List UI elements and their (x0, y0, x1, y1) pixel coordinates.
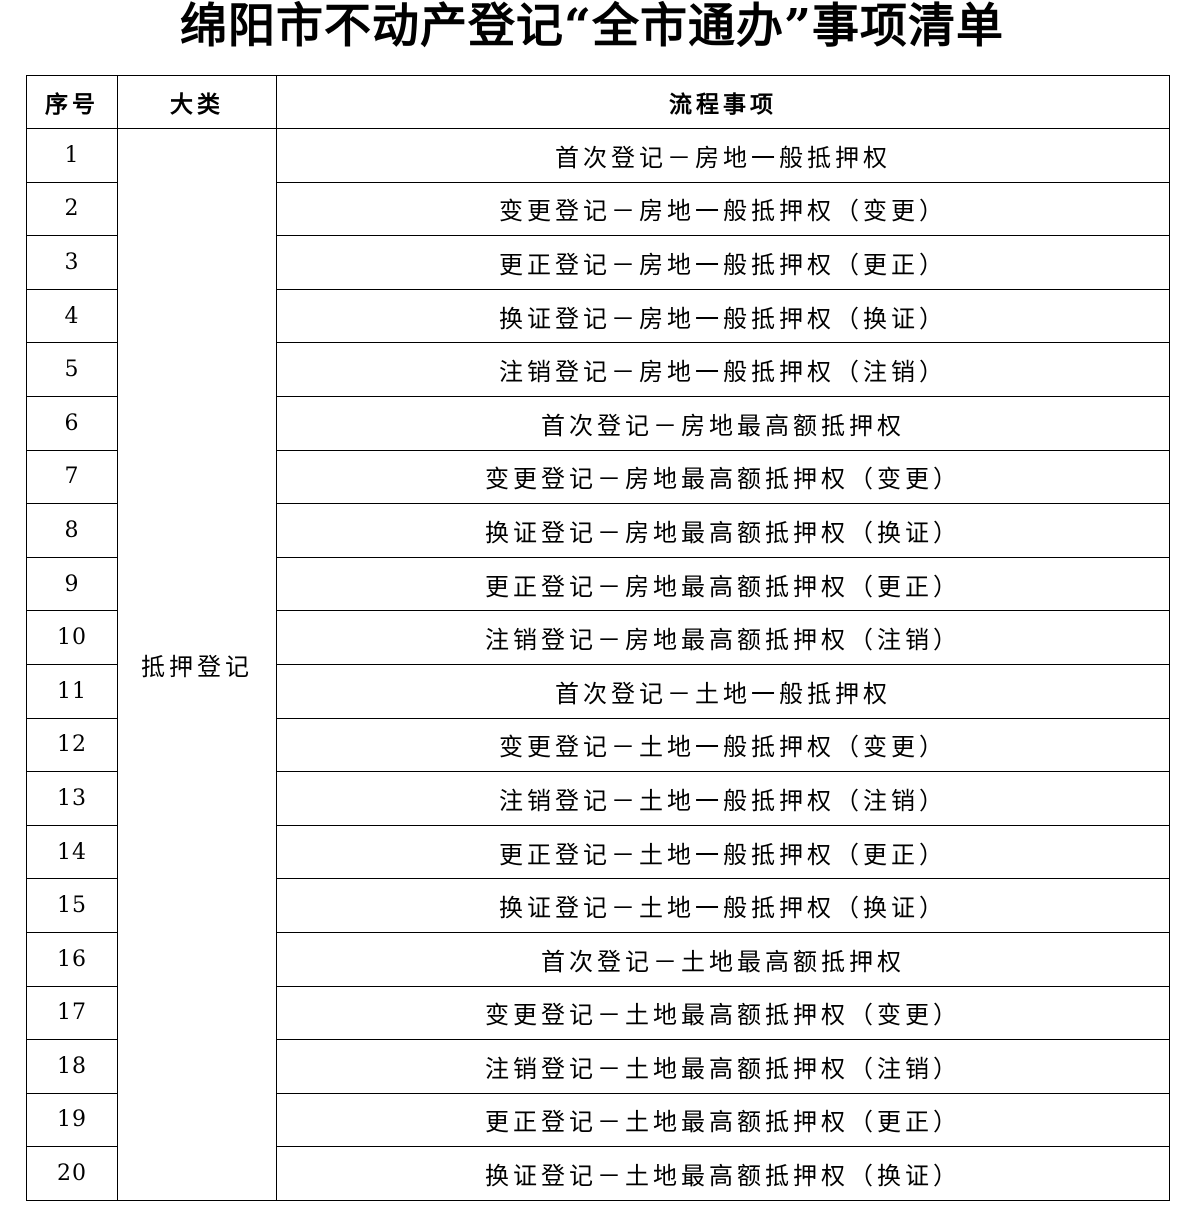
row-item: 变更登记－房地一般抵押权（变更） (276, 181, 1170, 237)
page-title: 绵阳市不动产登记“全市通办”事项清单 (179, 0, 1005, 54)
row-item: 首次登记－房地最高额抵押权 (276, 395, 1170, 451)
row-item: 首次登记－土地一般抵押权 (276, 663, 1170, 719)
row-number: 1 (26, 128, 118, 183)
table-row: 19 更正登记－土地最高额抵押权（更正） (26, 1092, 1170, 1148)
row-number: 16 (26, 931, 118, 987)
row-number: 18 (26, 1039, 118, 1094)
row-number: 9 (26, 556, 118, 612)
table-row: 1 抵押登记 首次登记－房地一般抵押权 (26, 128, 1170, 1201)
row-item: 注销登记－房地一般抵押权（注销） (276, 342, 1170, 397)
row-item: 换证登记－房地一般抵押权（换证） (276, 288, 1170, 344)
row-number: 2 (26, 181, 118, 237)
row-number: 7 (26, 449, 118, 505)
row-number: 8 (26, 503, 118, 558)
table-row: 2 变更登记－房地一般抵押权（变更） (26, 181, 1170, 237)
row-item: 更正登记－土地一般抵押权（更正） (276, 824, 1170, 880)
row-item: 变更登记－土地一般抵押权（变更） (276, 717, 1170, 773)
row-number: 19 (26, 1092, 118, 1148)
row-item: 注销登记－土地一般抵押权（注销） (276, 771, 1170, 826)
table-row: 8 换证登记－房地最高额抵押权（换证） (26, 503, 1170, 558)
row-item: 换证登记－房地最高额抵押权（换证） (276, 503, 1170, 558)
table-row: 9 更正登记－房地最高额抵押权（更正） (26, 556, 1170, 612)
row-item: 更正登记－土地最高额抵押权（更正） (276, 1092, 1170, 1148)
row-number: 15 (26, 878, 118, 933)
table-row: 20 换证登记－土地最高额抵押权（换证） (26, 1146, 1170, 1201)
table-row: 17 变更登记－土地最高额抵押权（变更） (26, 985, 1170, 1041)
row-item: 首次登记－土地最高额抵押权 (276, 931, 1170, 987)
row-number: 13 (26, 771, 118, 826)
table-row: 15 换证登记－土地一般抵押权（换证） (26, 878, 1170, 933)
header-row: 序号 大类 流程事项 (26, 75, 1170, 129)
table-row: 11 首次登记－土地一般抵押权 (26, 663, 1170, 719)
row-number: 3 (26, 235, 118, 290)
table-row: 16 首次登记－土地最高额抵押权 (26, 931, 1170, 987)
row-number: 10 (26, 610, 118, 665)
row-item: 换证登记－土地一般抵押权（换证） (276, 878, 1170, 933)
header-item: 流程事项 (276, 75, 1170, 129)
row-item: 首次登记－房地一般抵押权 (276, 128, 1170, 183)
items-table: 序号 大类 流程事项 1 抵押登记 首次登记－房地一般抵押权 2 变更登记－房地一般抵押… (26, 75, 1170, 1201)
table-row: 3 更正登记－房地一般抵押权（更正） (26, 235, 1170, 290)
row-item: 注销登记－土地最高额抵押权（注销） (276, 1039, 1170, 1094)
row-item: 更正登记－房地一般抵押权（更正） (276, 235, 1170, 290)
row-item: 变更登记－土地最高额抵押权（变更） (276, 985, 1170, 1041)
table-row: 12 变更登记－土地一般抵押权（变更） (26, 717, 1170, 773)
table-row: 7 变更登记－房地最高额抵押权（变更） (26, 449, 1170, 505)
row-item: 换证登记－土地最高额抵押权（换证） (276, 1146, 1170, 1201)
row-number: 14 (26, 824, 118, 880)
table-row: 14 更正登记－土地一般抵押权（更正） (26, 824, 1170, 880)
table-row: 13 注销登记－土地一般抵押权（注销） (26, 771, 1170, 826)
row-item: 注销登记－房地最高额抵押权（注销） (276, 610, 1170, 665)
row-number: 6 (26, 395, 118, 451)
row-item: 更正登记－房地最高额抵押权（更正） (276, 556, 1170, 612)
category-cell: 抵押登记 (117, 128, 277, 1201)
row-number: 4 (26, 288, 118, 344)
header-category: 大类 (117, 75, 277, 129)
table-row: 18 注销登记－土地最高额抵押权（注销） (26, 1039, 1170, 1094)
row-item: 变更登记－房地最高额抵押权（变更） (276, 449, 1170, 505)
row-number: 20 (26, 1146, 118, 1201)
row-number: 5 (26, 342, 118, 397)
row-number: 12 (26, 717, 118, 773)
header-number: 序号 (26, 75, 118, 129)
table-row: 4 换证登记－房地一般抵押权（换证） (26, 288, 1170, 344)
table-row: 10 注销登记－房地最高额抵押权（注销） (26, 610, 1170, 665)
row-number: 17 (26, 985, 118, 1041)
row-number: 11 (26, 663, 118, 719)
